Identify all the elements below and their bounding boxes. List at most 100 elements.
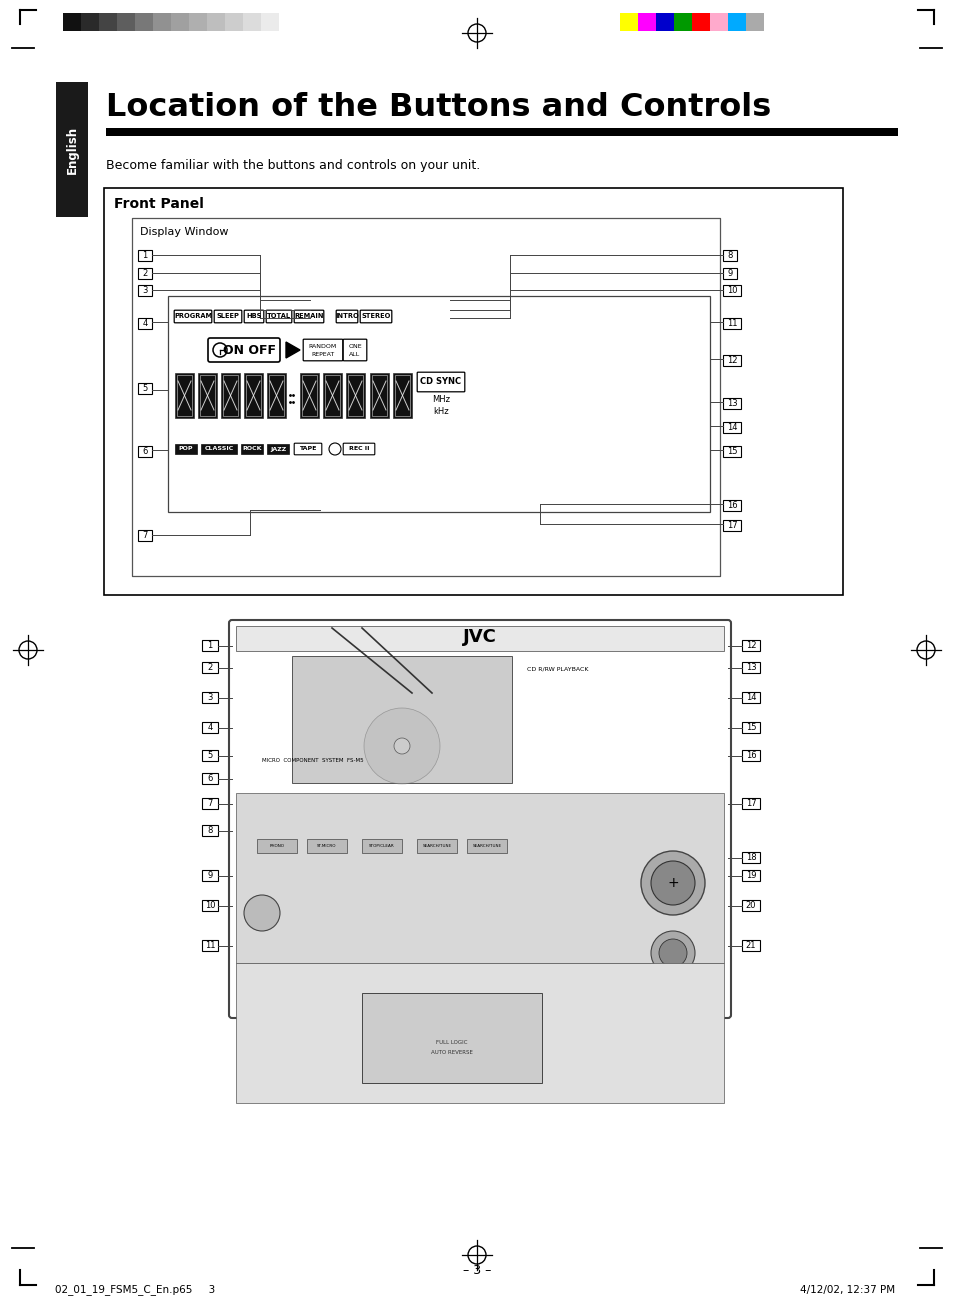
Text: 11: 11	[726, 319, 737, 328]
Text: 17: 17	[745, 799, 756, 808]
Text: 2: 2	[207, 664, 213, 673]
Text: SLEEP: SLEEP	[216, 314, 239, 320]
Bar	[741, 692, 760, 703]
Text: POP: POP	[178, 446, 193, 451]
Text: CLASSIC: CLASSIC	[204, 446, 233, 451]
Text: 2: 2	[142, 269, 148, 278]
Text: +: +	[666, 876, 679, 890]
Text: INTRO: INTRO	[335, 314, 358, 320]
Text: 10: 10	[205, 902, 215, 909]
Bar	[104, 189, 842, 595]
Text: 4: 4	[142, 319, 148, 328]
Bar	[56, 82, 88, 217]
Text: PROGRAM: PROGRAM	[173, 314, 212, 320]
Bar	[202, 900, 218, 911]
Text: AUTO REVERSE: AUTO REVERSE	[431, 1050, 473, 1055]
Bar	[722, 500, 740, 511]
Bar	[132, 219, 720, 576]
Bar	[741, 722, 760, 732]
Bar	[745, 13, 763, 31]
Bar	[370, 373, 389, 418]
Bar	[201, 444, 236, 454]
Text: SEARCH/TUNE: SEARCH/TUNE	[472, 844, 501, 848]
Text: – 3 –: – 3 –	[462, 1263, 491, 1276]
Bar	[722, 355, 740, 366]
Text: REPEAT: REPEAT	[311, 351, 335, 356]
Text: 19: 19	[745, 870, 756, 879]
Bar	[722, 520, 740, 531]
Bar	[256, 839, 296, 853]
FancyBboxPatch shape	[335, 310, 357, 323]
Text: 7: 7	[207, 799, 213, 808]
FancyBboxPatch shape	[303, 340, 342, 360]
Bar	[246, 375, 261, 416]
Bar	[722, 317, 740, 329]
Bar	[361, 839, 401, 853]
Text: 3: 3	[142, 286, 148, 295]
Bar	[202, 640, 218, 650]
Bar	[299, 373, 318, 418]
Bar	[177, 375, 192, 416]
Bar	[372, 375, 387, 416]
Text: 7: 7	[142, 531, 148, 540]
Bar	[709, 13, 727, 31]
Circle shape	[364, 708, 439, 785]
Bar	[174, 444, 196, 454]
Bar	[325, 375, 339, 416]
Text: HBS: HBS	[246, 314, 261, 320]
Text: 1: 1	[142, 251, 148, 260]
Bar	[722, 268, 737, 278]
FancyBboxPatch shape	[343, 444, 375, 455]
Text: Become familiar with the buttons and controls on your unit.: Become familiar with the buttons and con…	[106, 159, 479, 172]
Text: Location of the Buttons and Controls: Location of the Buttons and Controls	[106, 92, 770, 124]
Bar	[99, 13, 117, 31]
Text: ST.MICRO: ST.MICRO	[317, 844, 336, 848]
FancyBboxPatch shape	[244, 310, 264, 323]
Bar	[63, 13, 81, 31]
Circle shape	[394, 738, 410, 755]
Bar	[171, 13, 189, 31]
Bar	[202, 798, 218, 809]
Text: ONE: ONE	[348, 345, 361, 350]
Bar	[393, 373, 412, 418]
Text: 1: 1	[207, 641, 213, 650]
Text: RANDOM: RANDOM	[309, 345, 336, 350]
Text: 12: 12	[726, 356, 737, 366]
Bar	[202, 870, 218, 881]
FancyBboxPatch shape	[208, 338, 280, 362]
Text: English: English	[66, 125, 78, 173]
Bar	[202, 722, 218, 732]
FancyBboxPatch shape	[174, 310, 212, 323]
Bar	[261, 13, 278, 31]
Text: STOP/CLEAR: STOP/CLEAR	[369, 844, 395, 848]
Bar	[243, 13, 261, 31]
Bar	[741, 941, 760, 951]
Text: ALL: ALL	[349, 351, 360, 356]
Bar	[741, 749, 760, 761]
Bar	[244, 373, 263, 418]
Bar	[722, 250, 737, 262]
Bar	[722, 422, 740, 433]
Bar	[202, 773, 218, 785]
Text: ON OFF: ON OFF	[223, 343, 276, 356]
FancyBboxPatch shape	[360, 310, 392, 323]
Bar	[307, 839, 347, 853]
Bar	[202, 662, 218, 673]
Text: 11: 11	[205, 941, 215, 950]
FancyBboxPatch shape	[266, 310, 292, 323]
Bar	[81, 13, 99, 31]
Text: 18: 18	[745, 853, 756, 863]
Bar	[117, 13, 135, 31]
Text: 9: 9	[726, 269, 732, 278]
Bar	[235, 963, 723, 1103]
Bar	[348, 375, 363, 416]
Bar	[207, 13, 225, 31]
Bar	[741, 852, 760, 863]
Polygon shape	[286, 342, 299, 358]
Circle shape	[659, 939, 686, 967]
Bar	[741, 798, 760, 809]
Bar	[323, 373, 341, 418]
FancyBboxPatch shape	[343, 340, 366, 360]
Bar	[138, 382, 152, 394]
Text: 3: 3	[207, 693, 213, 703]
